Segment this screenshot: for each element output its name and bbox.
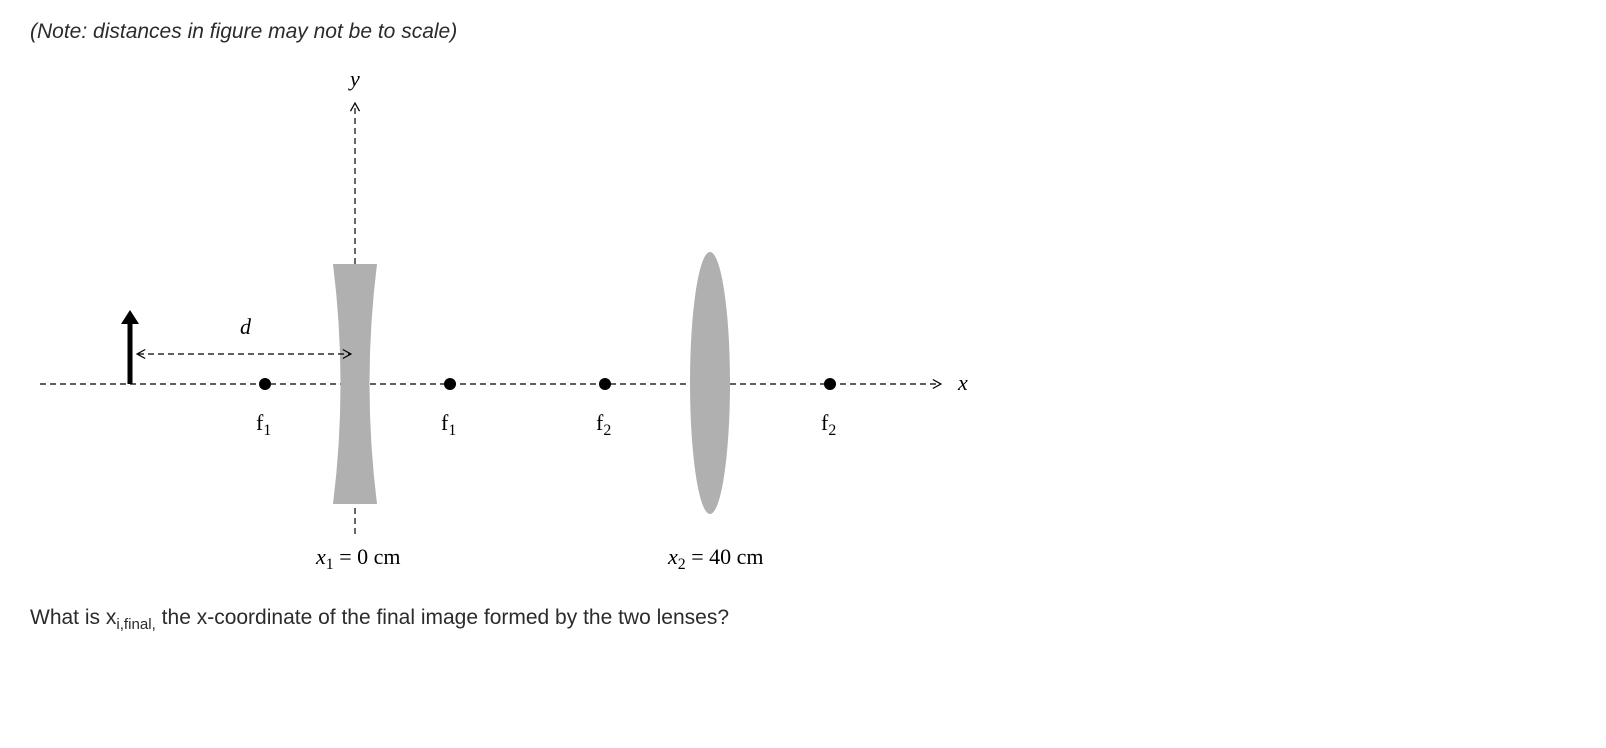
lens-position-label-1: x2 = 40 cm <box>667 544 763 573</box>
focal-point-1 <box>444 378 456 390</box>
question-rest: the x-coordinate of the final image form… <box>156 606 729 629</box>
question-text: What is xi,final, the x-coordinate of th… <box>30 606 1576 633</box>
y-axis-label: y <box>348 66 360 91</box>
focal-point-0 <box>259 378 271 390</box>
object-arrow-head <box>121 310 139 324</box>
lens-2-converging <box>690 252 730 514</box>
focal-label-2: f2 <box>596 410 611 439</box>
question-subscript: i,final, <box>116 616 155 633</box>
focal-point-2 <box>599 378 611 390</box>
x-axis-label: x <box>957 370 968 395</box>
focal-label-0: f1 <box>256 410 271 439</box>
focal-point-3 <box>824 378 836 390</box>
optics-diagram: x y d f1 f1 f2 f2 x1 = 0 cm x2 = 40 cm <box>30 54 970 594</box>
question-prefix: What is x <box>30 606 116 629</box>
scale-note: (Note: distances in figure may not be to… <box>30 20 1576 44</box>
lens-position-label-0: x1 = 0 cm <box>315 544 400 573</box>
distance-d-label: d <box>240 314 252 339</box>
focal-label-1: f1 <box>441 410 456 439</box>
focal-label-3: f2 <box>821 410 836 439</box>
